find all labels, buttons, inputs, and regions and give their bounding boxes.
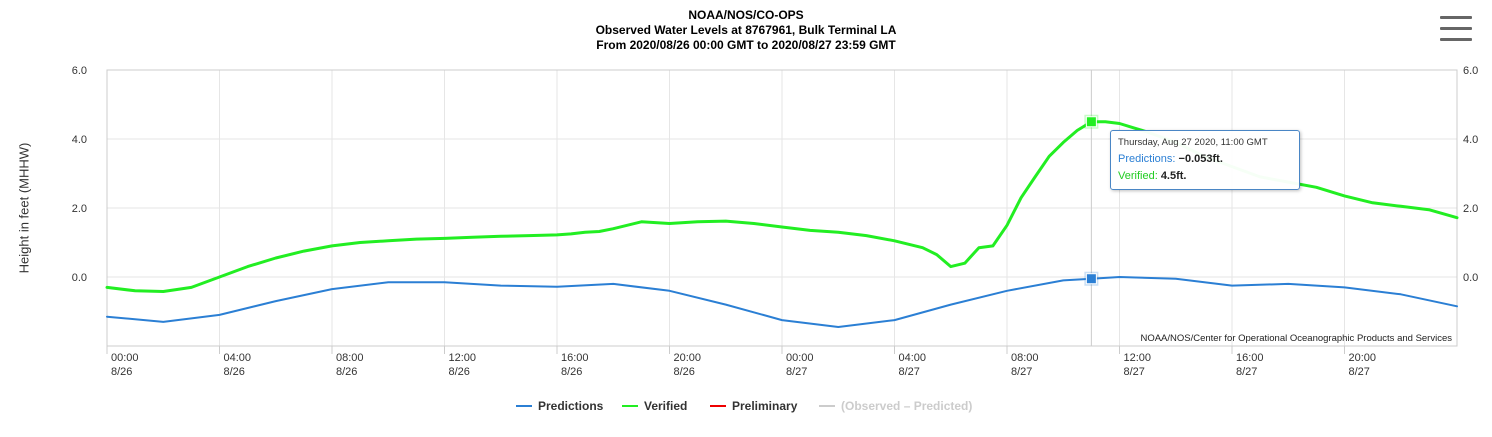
hover-marker-predictions	[1085, 273, 1097, 285]
y-tick-label-right: 0.0	[1463, 272, 1478, 284]
tooltip-predictions-value: −0.053ft.	[1178, 153, 1223, 165]
legend-item-predictions[interactable]: Predictions	[516, 399, 603, 417]
title-line-2: Observed Water Levels at 8767961, Bulk T…	[595, 23, 897, 37]
x-tick-label-date: 8/27	[1011, 366, 1032, 378]
plot-border	[106, 69, 1458, 347]
x-tick-label-time: 00:00	[111, 352, 139, 364]
y-tick-label-right: 6.0	[1463, 65, 1478, 77]
x-tick-label-time: 16:00	[1236, 352, 1264, 364]
legend: Predictions Verified Preliminary (Observ…	[0, 399, 1492, 417]
legend-swatch	[819, 404, 835, 407]
x-tick-label-date: 8/26	[111, 366, 132, 378]
data-tooltip: Thursday, Aug 27 2020, 11:00 GMT Predict…	[1110, 130, 1300, 190]
x-tick-label-date: 8/27	[786, 366, 807, 378]
x-tick-label-time: 20:00	[1349, 352, 1377, 364]
grid-lines	[106, 69, 1457, 354]
x-tick-label-date: 8/26	[224, 366, 245, 378]
legend-item-preliminary[interactable]: Preliminary	[710, 399, 797, 417]
x-tick-label-date: 8/26	[561, 366, 582, 378]
hover-markers	[1084, 114, 1099, 286]
x-tick-label-date: 8/26	[674, 366, 695, 378]
x-tick-label-date: 8/27	[1236, 366, 1257, 378]
y-tick-labels-left: 0.0 2.0 4.0 6.0	[72, 65, 87, 284]
y-tick-label-right: 4.0	[1463, 134, 1478, 146]
legend-label: (Observed – Predicted)	[841, 399, 973, 413]
x-tick-labels: 00:00 8/26 04:00 8/26 08:00 8/26 12:00 8/26 16:0…	[111, 352, 1376, 378]
x-tick-label-time: 08:00	[1011, 352, 1039, 364]
tooltip-predictions-label: Predictions:	[1118, 153, 1176, 165]
legend-label: Predictions	[538, 399, 604, 413]
hover-marker-verified	[1085, 116, 1097, 128]
legend-item-observed-predicted[interactable]: (Observed – Predicted)	[819, 399, 972, 417]
menu-bar	[1440, 38, 1472, 41]
legend-swatch	[710, 404, 726, 407]
hamburger-menu-icon[interactable]	[1440, 16, 1472, 46]
credit-text: NOAA/NOS/Center for Operational Oceanogr…	[1140, 333, 1452, 344]
tooltip-time: Thursday, Aug 27 2020, 11:00 GMT	[1118, 137, 1268, 148]
y-tick-labels-right: 0.0 2.0 4.0 6.0	[1463, 65, 1478, 284]
legend-swatch	[516, 404, 532, 407]
x-tick-label-time: 16:00	[561, 352, 589, 364]
y-tick-label: 2.0	[72, 203, 87, 215]
legend-item-verified[interactable]: Verified	[622, 399, 687, 417]
x-tick-label-date: 8/26	[449, 366, 470, 378]
legend-swatch	[622, 404, 638, 407]
x-tick-label-date: 8/27	[899, 366, 920, 378]
x-tick-label-date: 8/27	[1349, 366, 1370, 378]
y-tick-label: 0.0	[72, 272, 87, 284]
x-tick-label-time: 20:00	[674, 352, 702, 364]
y-tick-label-right: 2.0	[1463, 203, 1478, 215]
tooltip-verified-value: 4.5ft.	[1160, 170, 1187, 182]
x-tick-label-date: 8/26	[336, 366, 357, 378]
x-tick-label-date: 8/27	[1124, 366, 1145, 378]
chart-title: NOAA/NOS/CO-OPS Observed Water Levels at…	[0, 8, 1492, 53]
title-line-1: NOAA/NOS/CO-OPS	[688, 8, 804, 22]
x-tick-label-time: 12:00	[1124, 352, 1152, 364]
x-tick-label-time: 04:00	[224, 352, 252, 364]
tooltip-predictions-row: Predictions: −0.053ft.	[1118, 151, 1299, 168]
x-tick-label-time: 12:00	[449, 352, 477, 364]
legend-label: Preliminary	[732, 399, 798, 413]
x-tick-label-time: 08:00	[336, 352, 364, 364]
menu-bar	[1440, 27, 1472, 30]
x-tick-label-time: 04:00	[899, 352, 927, 364]
menu-bar	[1440, 16, 1472, 19]
tooltip-verified-label: Verified:	[1118, 170, 1158, 182]
x-tick-label-time: 00:00	[786, 352, 814, 364]
title-line-3: From 2020/08/26 00:00 GMT to 2020/08/27 …	[596, 38, 896, 52]
y-tick-label: 4.0	[72, 134, 87, 146]
legend-label: Verified	[644, 399, 688, 413]
series-line-predictions	[106, 276, 1458, 328]
y-tick-label: 6.0	[72, 65, 87, 77]
tooltip-verified-row: Verified: 4.5ft.	[1118, 168, 1299, 185]
